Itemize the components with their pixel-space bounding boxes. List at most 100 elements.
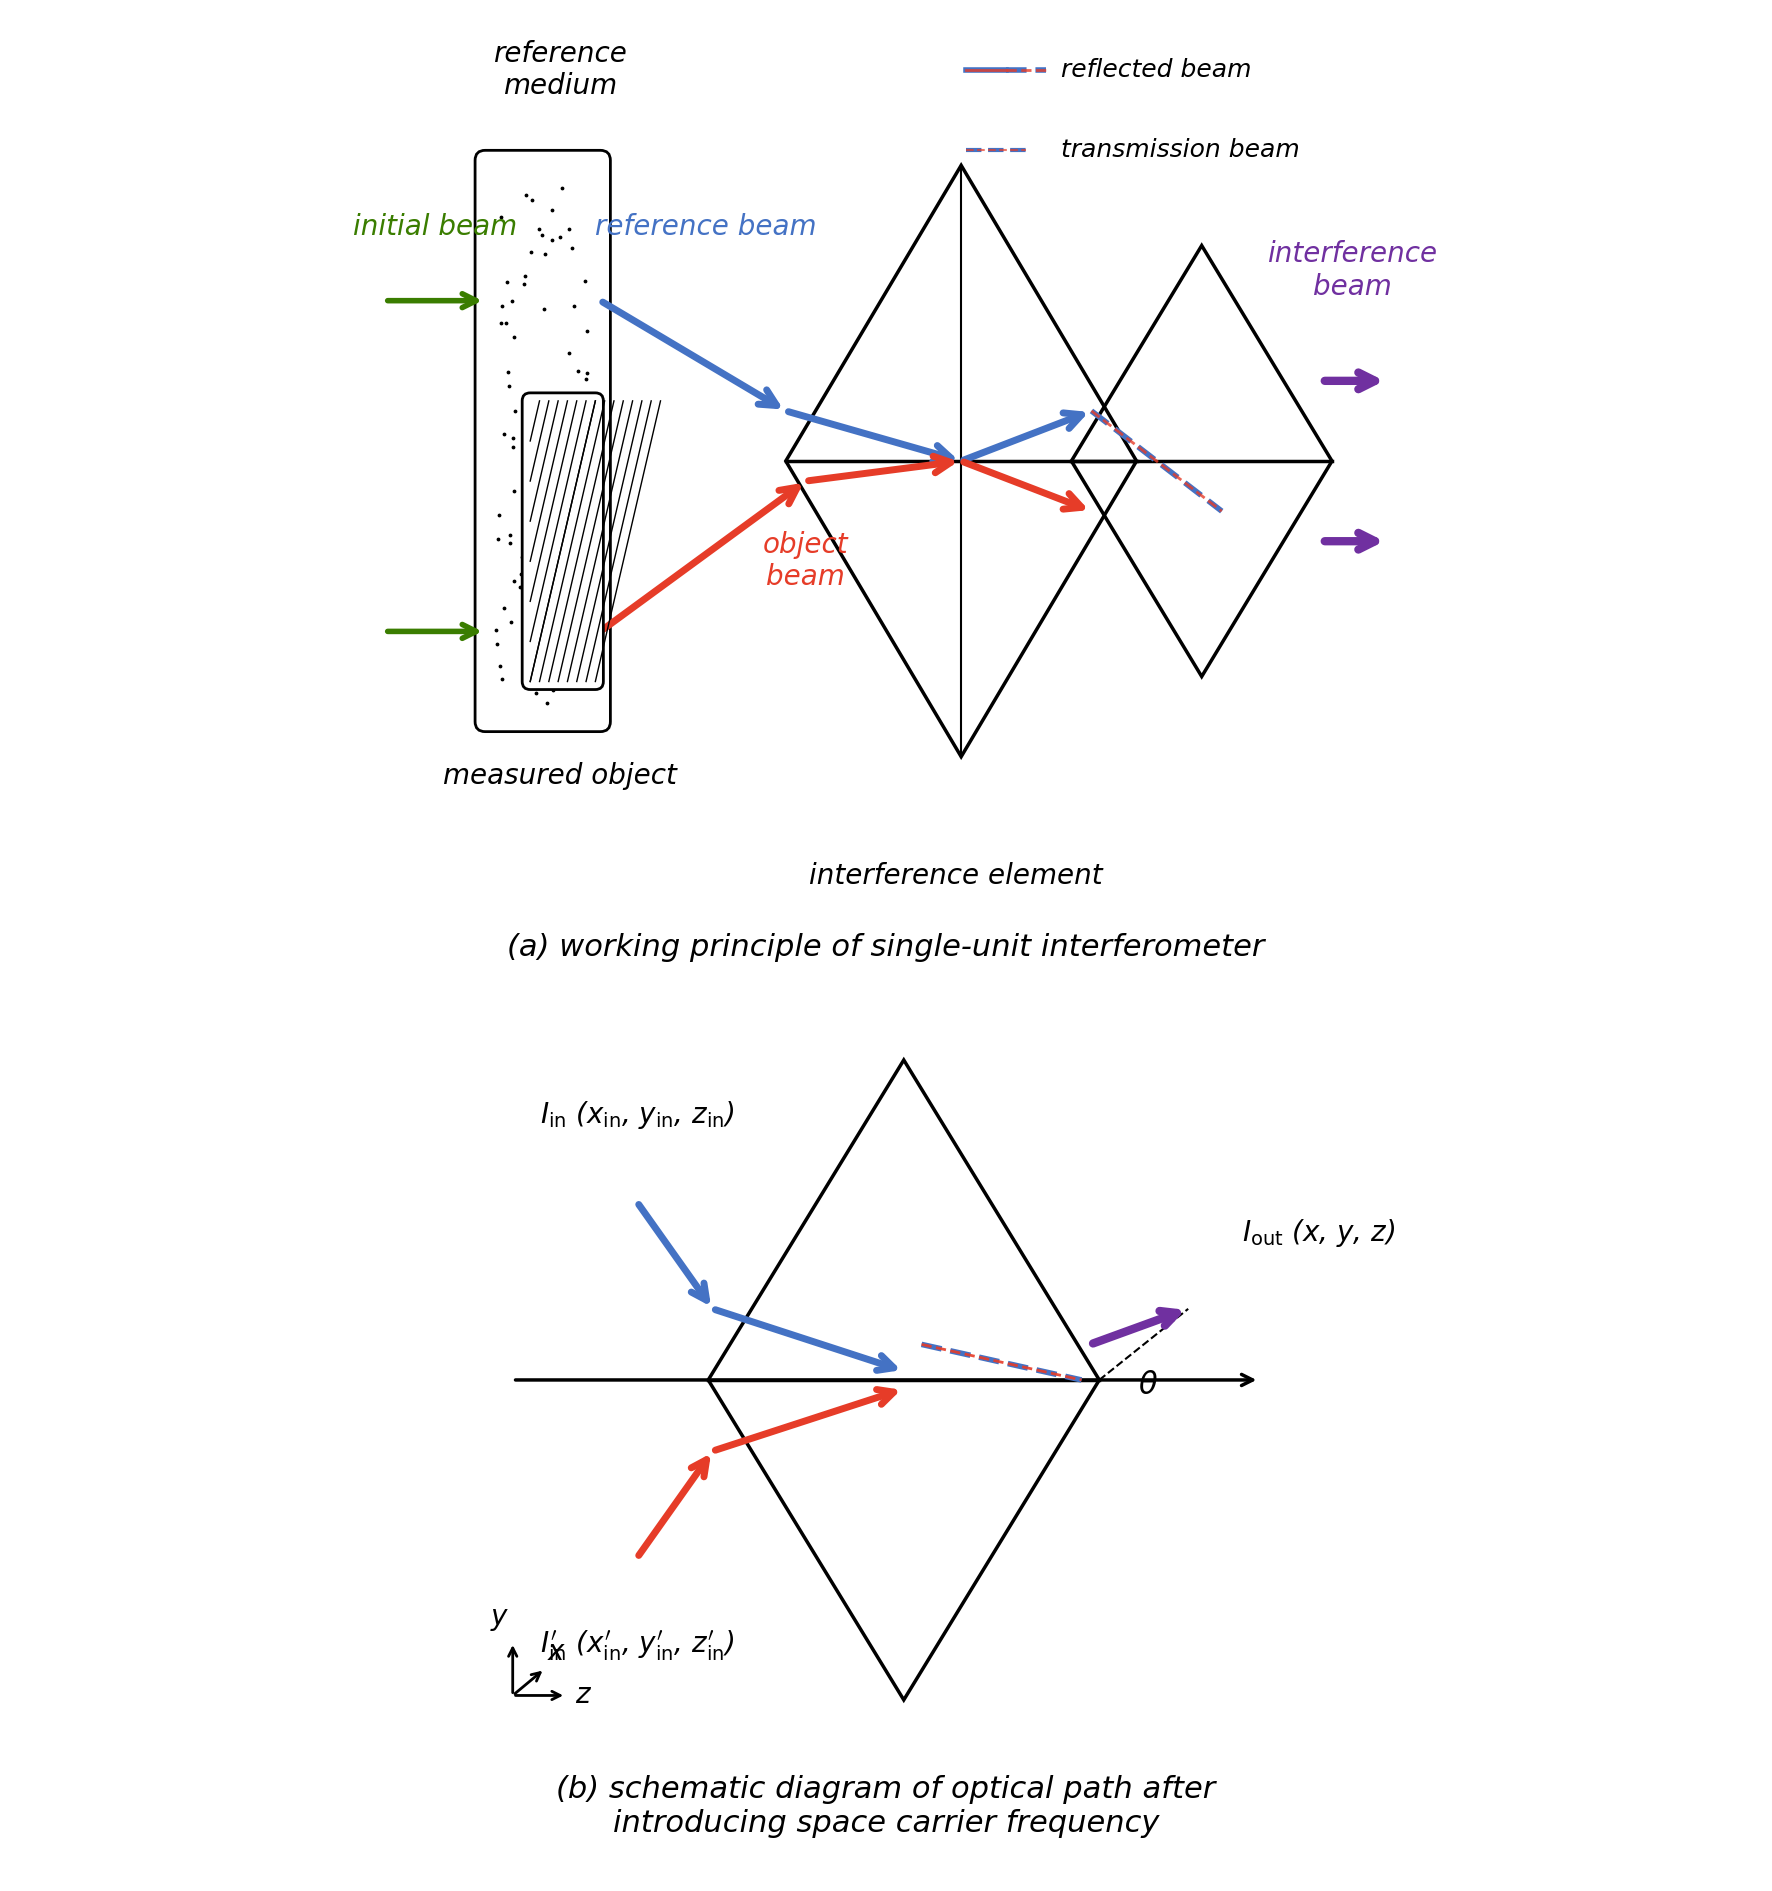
Point	[489, 418, 517, 448]
Point	[500, 321, 528, 352]
Text: $y$: $y$	[489, 1605, 509, 1634]
Point	[498, 286, 526, 316]
Point	[567, 633, 595, 664]
Point	[494, 371, 523, 401]
Point	[563, 356, 592, 386]
Point	[555, 214, 583, 244]
Text: (b) schematic diagram of optical path after
introducing space carrier frequency: (b) schematic diagram of optical path af…	[556, 1776, 1216, 1838]
Point	[517, 185, 546, 216]
Point	[494, 357, 523, 388]
Point	[510, 261, 539, 291]
Text: $x$: $x$	[548, 1638, 567, 1666]
Point	[551, 564, 579, 594]
Point	[516, 424, 544, 454]
Point	[487, 308, 516, 338]
Point	[517, 236, 546, 267]
Point	[500, 565, 528, 596]
Point	[501, 395, 530, 425]
Point	[509, 526, 537, 556]
Point	[512, 180, 540, 210]
Point	[516, 567, 544, 598]
Point	[486, 651, 514, 681]
Point	[487, 664, 516, 694]
Text: interference element: interference element	[810, 862, 1102, 891]
Point	[533, 671, 562, 702]
Point	[507, 560, 535, 590]
Point	[548, 172, 576, 202]
Point	[537, 571, 565, 601]
Point	[505, 571, 533, 601]
Text: (a) working principle of single-unit interferometer: (a) working principle of single-unit int…	[507, 932, 1265, 963]
Point	[498, 607, 526, 637]
Point	[496, 528, 525, 558]
Point	[487, 291, 516, 321]
Point	[496, 520, 525, 550]
Point	[560, 429, 588, 460]
Point	[558, 233, 587, 263]
Text: object
beam: object beam	[764, 531, 849, 592]
Text: $I_{\mathrm{out}}$ ($x$, $y$, $z$): $I_{\mathrm{out}}$ ($x$, $y$, $z$)	[1242, 1218, 1395, 1250]
Point	[498, 424, 526, 454]
Text: $z$: $z$	[574, 1681, 592, 1709]
Text: interference
beam: interference beam	[1267, 240, 1437, 301]
Point	[528, 219, 556, 250]
Point	[539, 658, 567, 688]
Text: initial beam: initial beam	[353, 212, 517, 240]
Point	[548, 442, 576, 473]
Text: $I^{\prime}_{\mathrm{in}}$ ($x^{\prime}_{\mathrm{in}}$, $y^{\prime}_{\mathrm{in}: $I^{\prime}_{\mathrm{in}}$ ($x^{\prime}_…	[540, 1628, 734, 1664]
Point	[509, 635, 537, 666]
Point	[569, 522, 597, 552]
Point	[500, 475, 528, 505]
Point	[510, 416, 539, 446]
Text: $I_{\mathrm{in}}$ ($x_{\mathrm{in}}$, $y_{\mathrm{in}}$, $z_{\mathrm{in}}$): $I_{\mathrm{in}}$ ($x_{\mathrm{in}}$, $y…	[540, 1099, 734, 1131]
Point	[539, 225, 567, 255]
Point	[491, 594, 519, 624]
Point	[574, 316, 602, 346]
FancyBboxPatch shape	[475, 151, 610, 732]
Point	[482, 615, 510, 645]
Point	[571, 628, 599, 658]
Point	[487, 202, 516, 233]
Text: reference beam: reference beam	[595, 212, 817, 240]
Point	[539, 539, 567, 569]
Point	[484, 628, 512, 658]
Point	[572, 357, 601, 388]
Point	[516, 533, 544, 564]
Text: $\theta$: $\theta$	[1138, 1371, 1159, 1399]
Point	[565, 514, 594, 545]
Point	[539, 675, 567, 705]
Point	[574, 473, 602, 503]
Point	[555, 575, 583, 605]
FancyBboxPatch shape	[523, 393, 604, 690]
Text: transmission beam: transmission beam	[1061, 138, 1301, 163]
Text: reflected beam: reflected beam	[1061, 59, 1251, 81]
Point	[572, 363, 601, 393]
Text: measured object: measured object	[443, 762, 677, 790]
Point	[544, 467, 572, 497]
Text: reference
medium: reference medium	[493, 40, 627, 100]
Point	[509, 541, 537, 571]
Point	[525, 214, 553, 244]
Point	[493, 308, 521, 338]
Point	[539, 195, 567, 225]
Point	[546, 221, 574, 252]
Point	[558, 427, 587, 458]
Point	[560, 291, 588, 321]
Point	[556, 560, 585, 590]
Point	[493, 267, 521, 297]
Point	[558, 433, 587, 463]
Point	[555, 338, 583, 369]
Point	[530, 293, 558, 323]
Point	[486, 499, 514, 529]
Point	[551, 518, 579, 548]
Point	[532, 467, 560, 497]
Point	[574, 545, 602, 575]
Point	[510, 269, 539, 299]
Point	[484, 524, 512, 554]
Point	[498, 431, 526, 461]
Point	[523, 679, 551, 709]
Point	[571, 267, 599, 297]
Point	[523, 408, 551, 439]
Point	[530, 238, 558, 269]
Point	[533, 688, 562, 719]
